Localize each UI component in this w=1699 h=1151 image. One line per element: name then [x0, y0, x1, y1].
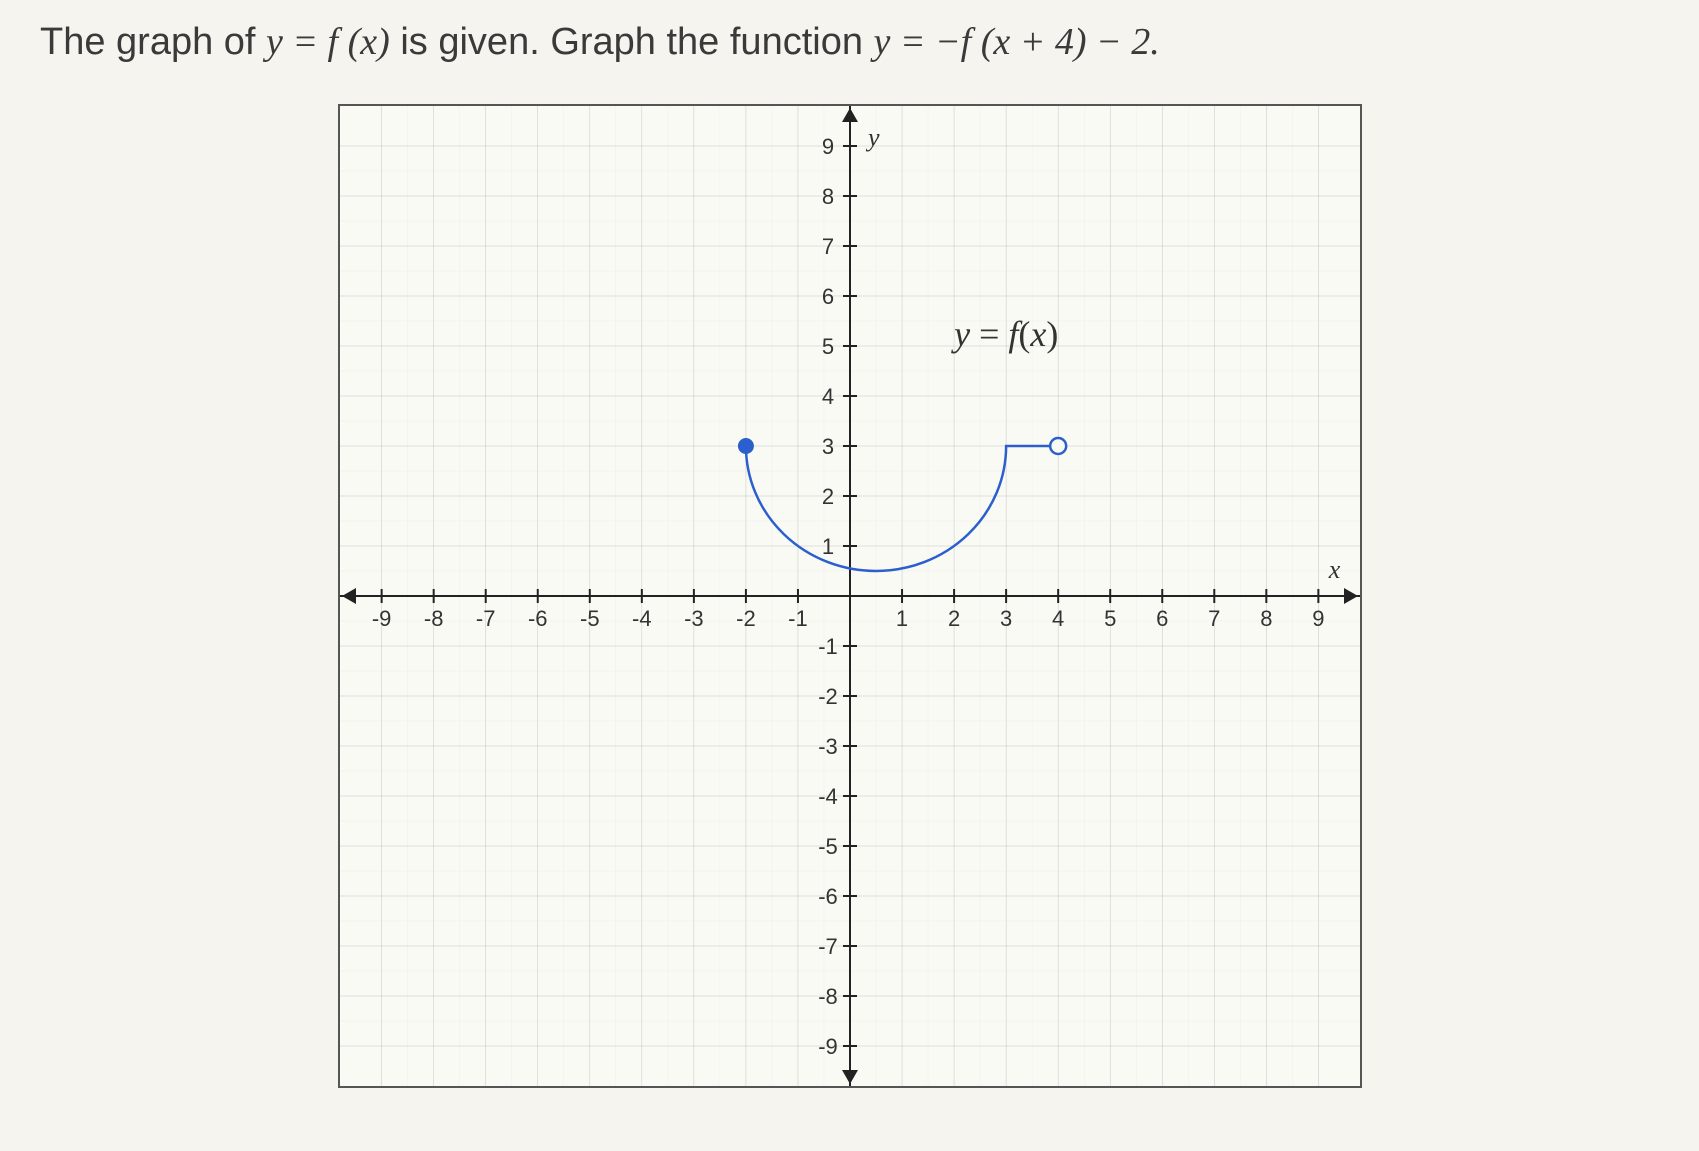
svg-text:8: 8 [821, 184, 833, 209]
svg-text:5: 5 [1104, 606, 1116, 631]
graph-svg: -9 -8 -7 -6 -5 -4 -3 -2 -1 1 2 3 4 5 6 7 8 9 -9 -8 -7 -6 -5 -4 -… [340, 106, 1360, 1086]
svg-text:2: 2 [947, 606, 959, 631]
svg-text:-2: -2 [818, 684, 838, 709]
svg-text:y: y [865, 123, 880, 152]
question-fn1: y = f (x) [266, 21, 390, 63]
svg-text:-3: -3 [684, 606, 704, 631]
svg-text:5: 5 [821, 334, 833, 359]
svg-text:6: 6 [1156, 606, 1168, 631]
svg-text:8: 8 [1260, 606, 1272, 631]
graph-wrapper: -9 -8 -7 -6 -5 -4 -3 -2 -1 1 2 3 4 5 6 7 8 9 -9 -8 -7 -6 -5 -4 -… [20, 94, 1679, 1088]
svg-text:4: 4 [1052, 606, 1064, 631]
svg-text:-9: -9 [818, 1034, 838, 1059]
question-fn2: y = −f (x + 4) − 2. [874, 21, 1160, 63]
svg-text:1: 1 [821, 534, 833, 559]
svg-text:-4: -4 [632, 606, 652, 631]
svg-text:-5: -5 [818, 834, 838, 859]
svg-text:y = f(x): y = f(x) [951, 314, 1058, 354]
question-mid: is given. Graph the function [400, 21, 873, 63]
svg-text:-1: -1 [818, 634, 838, 659]
svg-text:3: 3 [999, 606, 1011, 631]
svg-text:-1: -1 [788, 606, 808, 631]
question-prefix: The graph of [40, 21, 266, 63]
svg-text:7: 7 [821, 234, 833, 259]
svg-text:4: 4 [821, 384, 833, 409]
svg-text:9: 9 [821, 134, 833, 159]
question-text: The graph of y = f (x) is given. Graph t… [20, 20, 1679, 64]
svg-text:3: 3 [821, 434, 833, 459]
svg-text:-8: -8 [818, 984, 838, 1009]
svg-text:-2: -2 [736, 606, 756, 631]
svg-text:-8: -8 [423, 606, 443, 631]
svg-text:1: 1 [895, 606, 907, 631]
svg-text:-6: -6 [527, 606, 547, 631]
svg-text:-5: -5 [580, 606, 600, 631]
svg-text:x: x [1327, 555, 1340, 584]
svg-text:-7: -7 [818, 934, 838, 959]
svg-text:6: 6 [821, 284, 833, 309]
svg-text:-4: -4 [818, 784, 838, 809]
page-container: The graph of y = f (x) is given. Graph t… [20, 20, 1679, 1131]
svg-text:2: 2 [821, 484, 833, 509]
svg-text:7: 7 [1208, 606, 1220, 631]
svg-text:-3: -3 [818, 734, 838, 759]
svg-text:-9: -9 [371, 606, 391, 631]
graph-box: -9 -8 -7 -6 -5 -4 -3 -2 -1 1 2 3 4 5 6 7 8 9 -9 -8 -7 -6 -5 -4 -… [338, 104, 1362, 1088]
svg-text:-7: -7 [475, 606, 495, 631]
svg-text:9: 9 [1312, 606, 1324, 631]
svg-text:-6: -6 [818, 884, 838, 909]
